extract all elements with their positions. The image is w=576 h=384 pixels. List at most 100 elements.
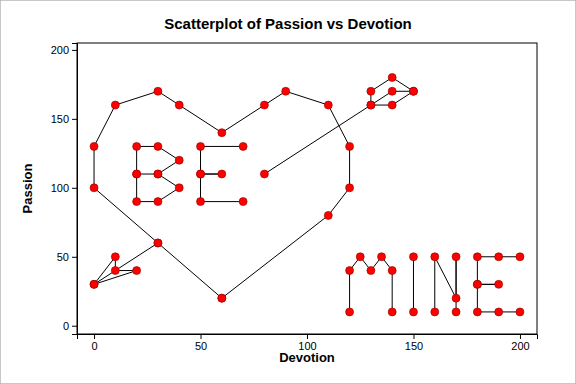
point bbox=[431, 253, 439, 261]
point bbox=[218, 170, 226, 178]
point bbox=[346, 267, 354, 275]
y-tick-mark bbox=[72, 326, 77, 327]
y-axis-title: Passion bbox=[20, 164, 35, 214]
point bbox=[260, 170, 268, 178]
point bbox=[154, 239, 162, 247]
y-tick-label: 200 bbox=[51, 44, 69, 56]
point bbox=[133, 142, 141, 150]
point bbox=[154, 170, 162, 178]
connect-line bbox=[94, 77, 520, 311]
point bbox=[111, 253, 119, 261]
point bbox=[133, 267, 141, 275]
plot-frame bbox=[77, 43, 537, 334]
x-tick: 150 bbox=[405, 334, 423, 352]
title: Scatterplot of Passion vs Devotion bbox=[164, 15, 412, 32]
point bbox=[367, 101, 375, 109]
x-axis-line bbox=[78, 335, 538, 340]
x-tick-mark bbox=[94, 334, 95, 339]
point bbox=[282, 87, 290, 95]
point bbox=[154, 87, 162, 95]
point bbox=[239, 142, 247, 150]
point bbox=[367, 101, 375, 109]
x-tick-label: 50 bbox=[195, 340, 207, 352]
point bbox=[409, 87, 417, 95]
point bbox=[111, 101, 119, 109]
y-tick-label: 50 bbox=[57, 251, 69, 263]
point bbox=[175, 156, 183, 164]
x-tick: 50 bbox=[195, 334, 207, 352]
x-tick-mark bbox=[307, 334, 308, 339]
y-tick-mark bbox=[72, 50, 77, 51]
point bbox=[197, 142, 205, 150]
point bbox=[388, 101, 396, 109]
point bbox=[452, 294, 460, 302]
point bbox=[495, 308, 503, 316]
point bbox=[473, 308, 481, 316]
point bbox=[367, 267, 375, 275]
y-tick: 100 bbox=[51, 182, 77, 194]
y-tick: 150 bbox=[51, 113, 77, 125]
point bbox=[409, 253, 417, 261]
point bbox=[90, 142, 98, 150]
y-tick: 0 bbox=[63, 320, 77, 332]
point bbox=[154, 142, 162, 150]
point bbox=[133, 198, 141, 206]
point bbox=[175, 101, 183, 109]
x-tick-mark bbox=[520, 334, 521, 339]
point bbox=[346, 308, 354, 316]
point bbox=[452, 308, 460, 316]
point bbox=[260, 101, 268, 109]
point bbox=[495, 253, 503, 261]
point bbox=[378, 253, 386, 261]
y-tick-mark bbox=[72, 119, 77, 120]
x-tick-mark bbox=[201, 334, 202, 339]
point bbox=[133, 170, 141, 178]
y-axis-line bbox=[72, 44, 78, 335]
point bbox=[356, 253, 364, 261]
x-tick: 200 bbox=[511, 334, 529, 352]
x-tick-label: 0 bbox=[91, 340, 97, 352]
background bbox=[0, 0, 576, 384]
point bbox=[324, 101, 332, 109]
point bbox=[90, 280, 98, 288]
point bbox=[154, 170, 162, 178]
point bbox=[473, 280, 481, 288]
point bbox=[239, 198, 247, 206]
y-axis: 0 50 100 150 200 bbox=[51, 44, 78, 335]
point bbox=[197, 170, 205, 178]
x-tick-mark bbox=[413, 334, 414, 339]
point bbox=[154, 198, 162, 206]
y-tick-mark bbox=[72, 188, 77, 189]
point bbox=[388, 73, 396, 81]
point bbox=[473, 253, 481, 261]
point bbox=[473, 280, 481, 288]
y-tick-label: 0 bbox=[63, 320, 69, 332]
point bbox=[197, 198, 205, 206]
x-axis-title: Devotion bbox=[279, 350, 335, 365]
point bbox=[388, 267, 396, 275]
plot-area bbox=[90, 73, 524, 315]
y-tick-label: 100 bbox=[51, 182, 69, 194]
x-tick-label: 150 bbox=[405, 340, 423, 352]
point bbox=[218, 129, 226, 137]
point bbox=[324, 211, 332, 219]
point bbox=[431, 308, 439, 316]
point bbox=[133, 170, 141, 178]
point bbox=[388, 308, 396, 316]
chart: 050100150200050100150200Scatterplot of P… bbox=[0, 0, 576, 384]
y-tick-mark bbox=[72, 257, 77, 258]
y-tick: 50 bbox=[57, 251, 77, 263]
figure-area bbox=[1, 1, 575, 383]
point bbox=[218, 294, 226, 302]
point bbox=[346, 184, 354, 192]
point bbox=[367, 87, 375, 95]
x-tick: 0 bbox=[91, 334, 97, 352]
point bbox=[175, 184, 183, 192]
point bbox=[495, 280, 503, 288]
point bbox=[409, 87, 417, 95]
point bbox=[516, 308, 524, 316]
y-tick: 200 bbox=[51, 44, 77, 56]
point bbox=[452, 253, 460, 261]
x-tick-label: 200 bbox=[511, 340, 529, 352]
point bbox=[197, 170, 205, 178]
